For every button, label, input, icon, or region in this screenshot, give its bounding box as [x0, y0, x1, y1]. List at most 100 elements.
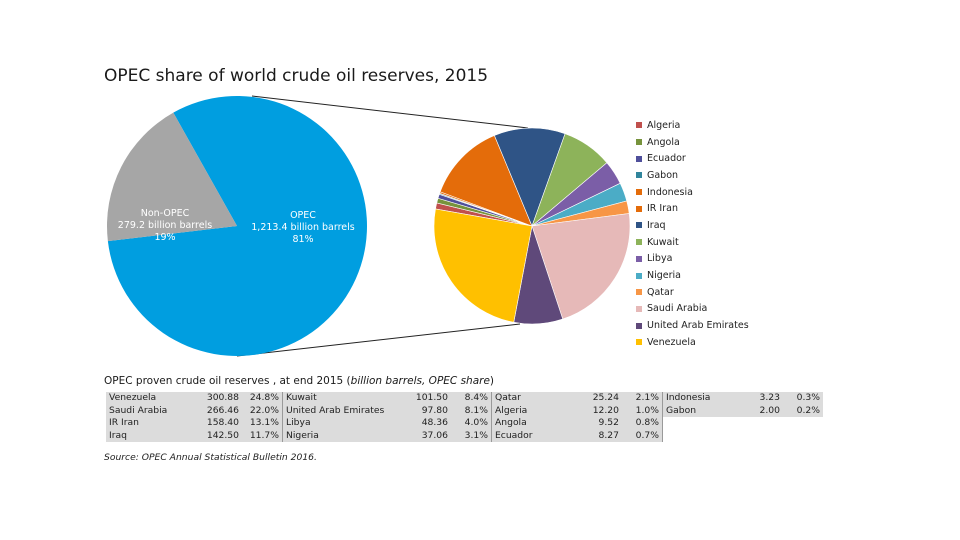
legend-item-united-arab-emirates: United Arab Emirates: [636, 317, 749, 334]
legend-item-venezuela: Venezuela: [636, 334, 749, 351]
table-row: Venezuela 300.88 24.8% Kuwait 101.50 8.4% Qata…: [106, 392, 823, 405]
country-cell: Libya: [282, 417, 399, 430]
chart-title: OPEC share of world crude oil reserves, …: [104, 66, 489, 86]
country-cell: Nigeria: [282, 429, 399, 442]
legend-item-saudi-arabia: Saudi Arabia: [636, 301, 749, 318]
share-cell: 22.0%: [242, 404, 283, 417]
share-cell: 0.7%: [622, 429, 663, 442]
reserves-cell: 48.36: [399, 417, 451, 430]
label-non-opec: Non-OPEC 279.2 billion barrels 19%: [107, 208, 223, 244]
legend-label: Ecuador: [647, 153, 686, 165]
reserves-cell: 12.20: [570, 404, 622, 417]
share-cell: 2.1%: [622, 392, 663, 405]
share-cell: 11.7%: [242, 429, 283, 442]
reserves-cell: 101.50: [399, 392, 451, 405]
country-cell: Venezuela: [106, 392, 190, 405]
reserves-table: Venezuela 300.88 24.8% Kuwait 101.50 8.4% Qata…: [106, 392, 823, 442]
legend-item-ir-iran: IR Iran: [636, 200, 749, 217]
reserves-cell: 3.23: [731, 392, 783, 405]
opec-members-pie: [433, 127, 631, 325]
label-non-opec-pct: 19%: [154, 232, 176, 243]
legend-swatch: [636, 272, 642, 279]
reserves-cell: 142.50: [190, 429, 242, 442]
legend-item-gabon: Gabon: [636, 167, 749, 184]
legend-swatch: [636, 139, 642, 146]
country-cell: IR Iran: [106, 417, 190, 430]
slice-opec: [107, 95, 367, 356]
empty-cell: [783, 417, 823, 430]
legend-label: Indonesia: [647, 186, 693, 198]
share-cell: 0.8%: [622, 417, 663, 430]
country-cell: Kuwait: [282, 392, 399, 405]
legend-label: Gabon: [647, 169, 679, 181]
country-cell: United Arab Emirates: [282, 404, 399, 417]
reserves-cell: 158.40: [190, 417, 242, 430]
label-opec-pct: 81%: [292, 234, 314, 245]
reserves-cell: 97.80: [399, 404, 451, 417]
table-row: Iraq 142.50 11.7% Nigeria 37.06 3.1% Ecuador 8.…: [106, 429, 823, 442]
country-cell: Iraq: [106, 429, 190, 442]
country-cell: Saudi Arabia: [106, 404, 190, 417]
slice-venezuela: [433, 208, 533, 323]
share-cell: 8.1%: [451, 404, 492, 417]
source-note: Source: OPEC Annual Statistical Bulletin…: [104, 452, 317, 463]
table-title: OPEC proven crude oil reserves , at end …: [104, 375, 495, 387]
label-opec-name: OPEC: [290, 210, 316, 221]
country-cell: Indonesia: [662, 392, 731, 405]
country-cell: Qatar: [491, 392, 570, 405]
legend-label: Iraq: [647, 219, 666, 231]
legend-item-indonesia: Indonesia: [636, 184, 749, 201]
slice-iraq: [494, 127, 566, 227]
share-cell: 0.3%: [783, 392, 823, 405]
empty-cell: [783, 429, 823, 442]
legend-label: Saudi Arabia: [647, 303, 708, 315]
country-cell: Angola: [491, 417, 570, 430]
legend-label: IR Iran: [647, 203, 678, 215]
legend-label: Libya: [647, 253, 673, 265]
reserves-cell: 266.46: [190, 404, 242, 417]
share-cell: 24.8%: [242, 392, 283, 405]
label-non-opec-name: Non-OPEC: [140, 208, 190, 219]
legend-label: United Arab Emirates: [647, 320, 749, 332]
label-opec: OPEC 1,213.4 billion barrels 81%: [245, 210, 361, 246]
slice-non-opec: [106, 112, 238, 242]
legend-swatch: [636, 289, 642, 296]
legend-item-nigeria: Nigeria: [636, 267, 749, 284]
reserves-cell: 300.88: [190, 392, 242, 405]
share-cell: 1.0%: [622, 404, 663, 417]
country-cell: Ecuador: [491, 429, 570, 442]
legend-item-libya: Libya: [636, 251, 749, 268]
legend-swatch: [636, 255, 642, 262]
legend-swatch: [636, 305, 642, 312]
legend-label: Nigeria: [647, 270, 681, 282]
share-cell: 0.2%: [783, 404, 823, 417]
share-cell: 13.1%: [242, 417, 283, 430]
label-non-opec-value: 279.2 billion barrels: [117, 220, 213, 231]
reserves-cell: 8.27: [570, 429, 622, 442]
legend-swatch: [636, 239, 642, 246]
connector-lines: [236, 95, 529, 357]
reserves-cell: 2.00: [731, 404, 783, 417]
share-cell: 8.4%: [451, 392, 492, 405]
legend-swatch: [636, 205, 642, 212]
legend-label: Kuwait: [647, 236, 679, 248]
legend-swatch: [636, 189, 642, 196]
share-cell: 4.0%: [451, 417, 492, 430]
legend-swatch: [636, 322, 642, 329]
legend-item-algeria: Algeria: [636, 117, 749, 134]
table-row: IR Iran 158.40 13.1% Libya 48.36 4.0% Angola 9.…: [106, 417, 823, 430]
table-row: Saudi Arabia 266.46 22.0% United Arab Emira…: [106, 404, 823, 417]
legend-item-angola: Angola: [636, 134, 749, 151]
legend-label: Venezuela: [647, 336, 696, 348]
legend-item-iraq: Iraq: [636, 217, 749, 234]
slice-saudi-arabia: [531, 213, 631, 320]
connector-line-1: [251, 95, 529, 129]
connector-line-2: [236, 323, 521, 357]
legend-swatch: [636, 339, 642, 346]
legend-item-kuwait: Kuwait: [636, 234, 749, 251]
legend-label: Angola: [647, 136, 680, 148]
legend-item-ecuador: Ecuador: [636, 150, 749, 167]
slice-ir-iran: [439, 135, 533, 227]
empty-cell: [662, 417, 731, 430]
legend-label: Qatar: [647, 286, 674, 298]
